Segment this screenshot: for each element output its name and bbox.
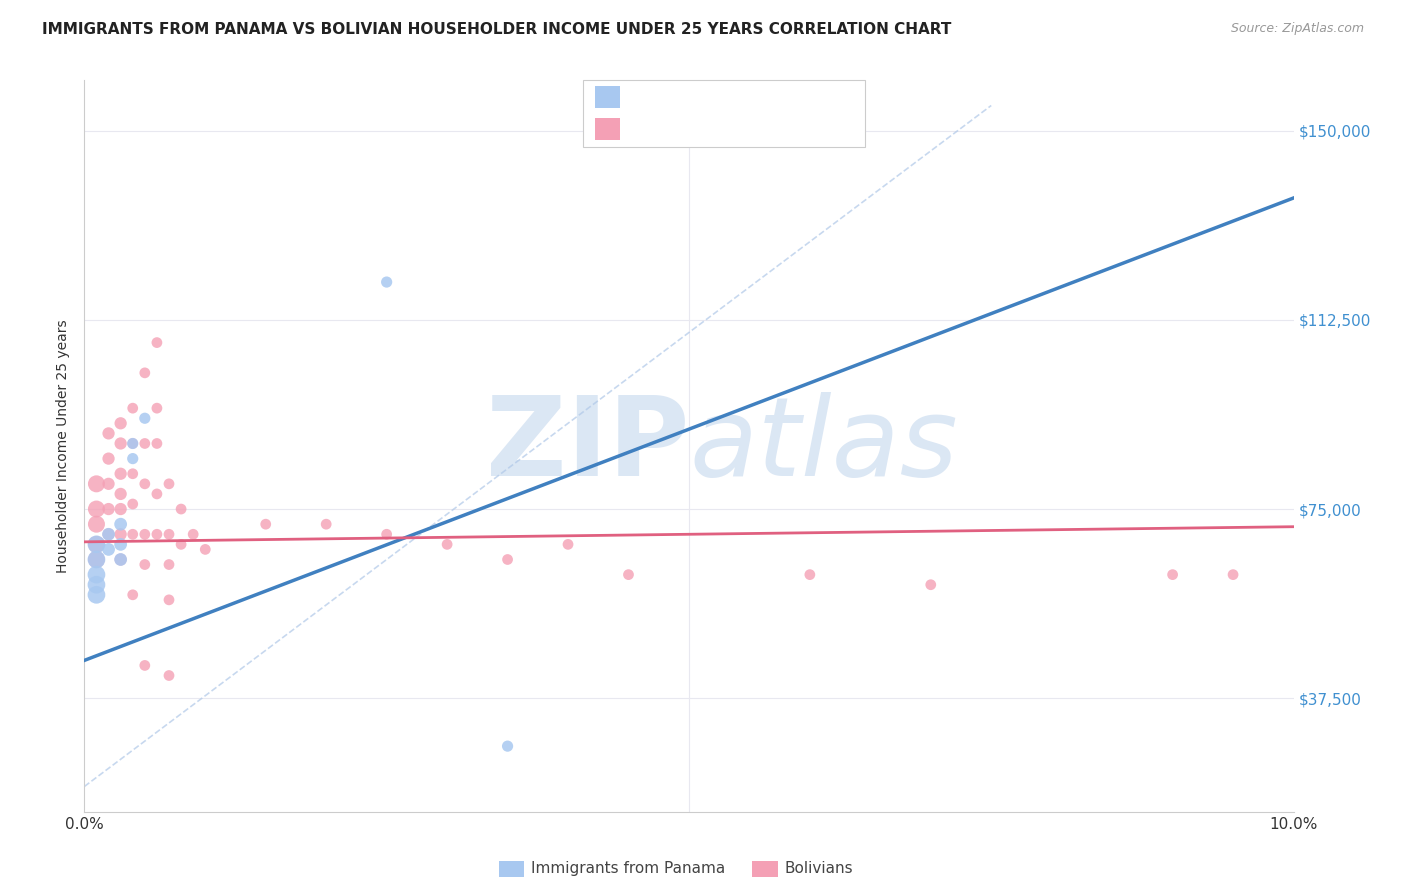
Point bbox=[110, 487, 132, 501]
Point bbox=[110, 552, 132, 566]
Point bbox=[617, 567, 640, 582]
Point bbox=[557, 537, 579, 551]
Text: IMMIGRANTS FROM PANAMA VS BOLIVIAN HOUSEHOLDER INCOME UNDER 25 YEARS CORRELATION: IMMIGRANTS FROM PANAMA VS BOLIVIAN HOUSE… bbox=[42, 22, 952, 37]
Point bbox=[254, 517, 277, 532]
Point bbox=[146, 487, 169, 501]
Point bbox=[121, 451, 143, 466]
Text: R = 0.048   N = 54: R = 0.048 N = 54 bbox=[631, 123, 789, 142]
Point bbox=[146, 527, 169, 541]
Point bbox=[97, 527, 120, 541]
Point bbox=[110, 527, 132, 541]
Point bbox=[97, 451, 120, 466]
Bar bbox=[595, 87, 620, 109]
FancyBboxPatch shape bbox=[583, 80, 865, 147]
Point bbox=[86, 552, 108, 566]
Point bbox=[86, 476, 108, 491]
Point bbox=[134, 476, 156, 491]
Point bbox=[496, 552, 519, 566]
Point bbox=[121, 588, 143, 602]
Point bbox=[194, 542, 217, 557]
Point bbox=[110, 552, 132, 566]
Point bbox=[134, 436, 156, 450]
Point bbox=[110, 502, 132, 516]
Point bbox=[110, 436, 132, 450]
Point bbox=[920, 578, 942, 592]
Point bbox=[97, 502, 120, 516]
Point bbox=[110, 417, 132, 431]
Point bbox=[97, 527, 120, 541]
Point bbox=[157, 476, 180, 491]
Point bbox=[181, 527, 204, 541]
Point bbox=[121, 527, 143, 541]
Text: Bolivians: Bolivians bbox=[785, 862, 853, 876]
Point bbox=[121, 401, 143, 416]
Text: ZIP: ZIP bbox=[485, 392, 689, 500]
Point bbox=[134, 658, 156, 673]
Point bbox=[86, 517, 108, 532]
Point bbox=[86, 537, 108, 551]
Text: atlas: atlas bbox=[689, 392, 957, 500]
Point bbox=[157, 527, 180, 541]
Point bbox=[110, 467, 132, 481]
Point bbox=[121, 436, 143, 450]
Point bbox=[170, 502, 193, 516]
Point bbox=[121, 436, 143, 450]
Point bbox=[86, 588, 108, 602]
Bar bbox=[595, 119, 620, 141]
Point bbox=[157, 592, 180, 607]
Point bbox=[1161, 567, 1184, 582]
Point bbox=[97, 426, 120, 441]
Point bbox=[436, 537, 458, 551]
Point bbox=[86, 502, 108, 516]
Point bbox=[146, 401, 169, 416]
Point bbox=[97, 542, 120, 557]
Point bbox=[134, 411, 156, 425]
Point bbox=[315, 517, 337, 532]
Point bbox=[110, 537, 132, 551]
Point bbox=[86, 552, 108, 566]
Point bbox=[375, 275, 398, 289]
Point bbox=[799, 567, 821, 582]
Point bbox=[375, 527, 398, 541]
Point bbox=[157, 668, 180, 682]
Point bbox=[86, 578, 108, 592]
Point bbox=[134, 527, 156, 541]
Text: Source: ZipAtlas.com: Source: ZipAtlas.com bbox=[1230, 22, 1364, 36]
Point bbox=[86, 537, 108, 551]
Point bbox=[121, 497, 143, 511]
Bar bbox=[752, 861, 778, 877]
Point bbox=[121, 467, 143, 481]
Text: Immigrants from Panama: Immigrants from Panama bbox=[531, 862, 725, 876]
Point bbox=[110, 517, 132, 532]
Point bbox=[134, 366, 156, 380]
Point bbox=[496, 739, 519, 753]
Point bbox=[86, 567, 108, 582]
Point bbox=[157, 558, 180, 572]
Point bbox=[146, 335, 169, 350]
Text: R = 0.670   N = 15: R = 0.670 N = 15 bbox=[631, 91, 789, 110]
Point bbox=[97, 476, 120, 491]
Y-axis label: Householder Income Under 25 years: Householder Income Under 25 years bbox=[56, 319, 70, 573]
Point bbox=[1222, 567, 1244, 582]
Bar bbox=[499, 861, 524, 877]
Point bbox=[170, 537, 193, 551]
Point bbox=[146, 436, 169, 450]
Point bbox=[134, 558, 156, 572]
